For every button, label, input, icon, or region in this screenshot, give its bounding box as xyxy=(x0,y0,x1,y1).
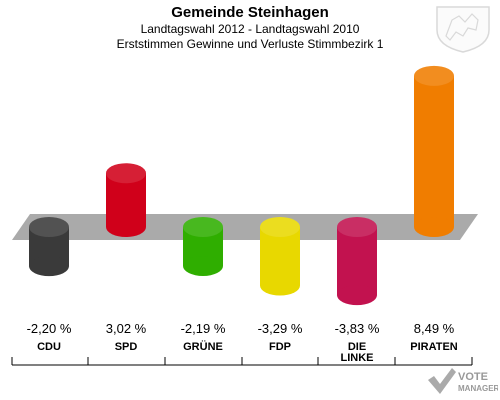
category-label: LINKE xyxy=(341,352,374,364)
bar-2 xyxy=(183,217,223,276)
logo-line1: VOTE xyxy=(458,371,488,383)
bar-bottom-cap xyxy=(106,217,146,237)
bars-layer xyxy=(29,65,454,306)
chart-title: Gemeinde Steinhagen xyxy=(171,4,329,21)
category-label: DIE xyxy=(348,341,366,353)
baseline-plane xyxy=(12,214,478,240)
bar-0 xyxy=(29,217,69,277)
logo-line2: MANAGER xyxy=(458,384,498,393)
chart-subtitle: Landtagswahl 2012 - Landtagswahl 2010 xyxy=(140,22,360,36)
bar-bottom-cap xyxy=(29,256,69,277)
value-label: -3,29 % xyxy=(258,321,303,336)
value-label: -3,83 % xyxy=(335,321,380,336)
checkmark-icon xyxy=(428,368,456,394)
bar-5 xyxy=(414,65,454,237)
bar-4 xyxy=(337,217,377,306)
bar-bottom-cap xyxy=(337,285,377,306)
bar-top-cap xyxy=(337,217,377,237)
bar-top-cap xyxy=(106,163,146,184)
labels-layer: -2,20 % CDU 3,02 % SPD -2,19 % GRÜNE -3,29 % FD… xyxy=(11,321,473,366)
category-label: GRÜNE xyxy=(183,340,223,353)
category-label: CDU xyxy=(37,341,61,353)
crest-icon xyxy=(436,6,490,53)
bar-bottom-cap xyxy=(183,255,223,276)
value-label: -2,20 % xyxy=(27,321,72,336)
bar-top-cap xyxy=(29,217,69,237)
bar-top-cap xyxy=(183,217,223,237)
value-label: 3,02 % xyxy=(106,321,147,336)
value-label: -2,19 % xyxy=(181,321,226,336)
bar-bottom-cap xyxy=(260,275,300,296)
value-label: 8,49 % xyxy=(414,321,455,336)
bar-top-cap xyxy=(260,217,300,237)
bar-body xyxy=(337,227,377,296)
bar-1 xyxy=(106,163,146,237)
chart-description: Erststimmen Gewinne und Verluste Stimmbe… xyxy=(116,37,384,51)
votemanager-logo: VOTE MANAGER xyxy=(428,368,498,394)
bar-3 xyxy=(260,217,300,296)
category-label: FDP xyxy=(269,341,291,353)
category-label: PIRATEN xyxy=(410,341,458,353)
bar-top-cap xyxy=(414,65,454,86)
bar-body xyxy=(414,75,454,228)
bar-bottom-cap xyxy=(414,217,454,237)
category-label: SPD xyxy=(115,341,138,353)
